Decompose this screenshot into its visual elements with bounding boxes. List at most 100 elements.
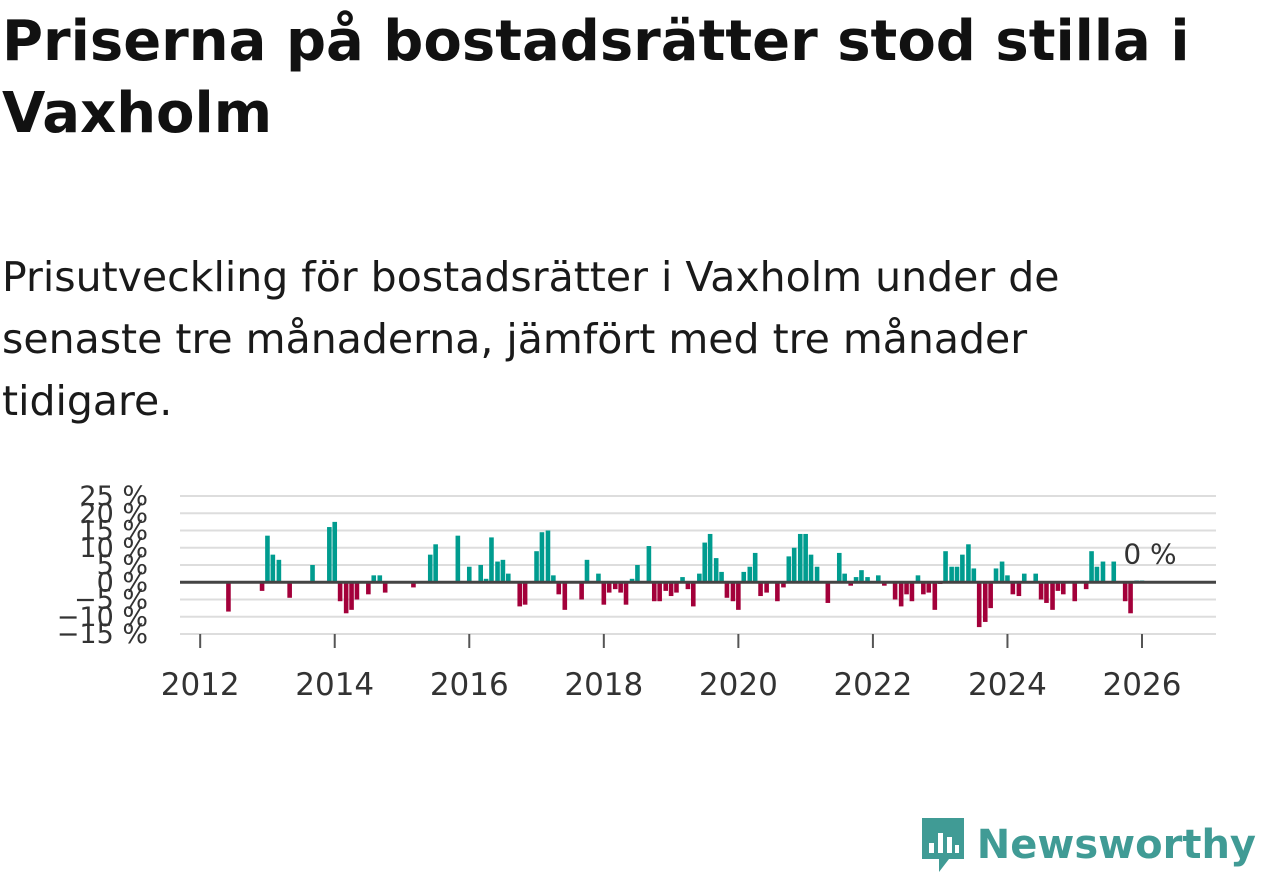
bar	[859, 570, 864, 583]
bar	[904, 582, 909, 595]
bar	[1038, 582, 1044, 600]
bar	[1033, 573, 1039, 583]
x-tick-label: 2022	[833, 667, 912, 703]
bar	[1083, 582, 1089, 590]
x-axis: 2012 2014 2016 2018 2020 2022 2024 2026	[161, 634, 1182, 703]
bar	[1005, 575, 1010, 583]
bar	[993, 568, 999, 583]
x-tick-label: 2016	[430, 667, 509, 703]
bar	[999, 561, 1005, 583]
bar	[786, 556, 792, 583]
y-tick-label: 20 %	[79, 498, 148, 529]
bar	[892, 582, 898, 600]
bar	[825, 582, 831, 603]
bar	[1044, 582, 1049, 603]
bar	[495, 561, 500, 583]
bar	[539, 532, 545, 583]
bar	[623, 582, 629, 605]
bar	[853, 577, 859, 583]
bar	[797, 533, 803, 583]
bar	[875, 575, 881, 583]
bar	[478, 565, 484, 583]
bar	[612, 582, 618, 590]
bar	[601, 582, 607, 605]
bar	[556, 582, 562, 595]
bar	[808, 554, 814, 583]
bar	[500, 559, 506, 583]
bar	[562, 582, 568, 610]
bar	[702, 542, 708, 583]
bar	[915, 575, 921, 583]
bar	[988, 582, 993, 609]
bar	[685, 582, 691, 590]
bar	[349, 582, 354, 610]
bar	[976, 582, 982, 628]
chart-title: Priserna på bostadsrätter stod stilla i …	[2, 9, 1190, 146]
bar	[579, 582, 584, 600]
bar	[343, 582, 349, 614]
bar	[836, 552, 842, 583]
bar	[310, 565, 315, 583]
bar	[747, 566, 753, 583]
bar	[517, 582, 523, 607]
bar	[259, 582, 265, 591]
bar	[371, 575, 377, 583]
bar	[226, 582, 231, 612]
bar	[332, 521, 338, 583]
bar	[882, 582, 887, 586]
bar	[697, 573, 702, 583]
bar	[1016, 582, 1022, 597]
bar	[522, 582, 528, 605]
bar	[366, 582, 371, 595]
bar	[865, 577, 870, 583]
x-tick-label: 2020	[699, 667, 778, 703]
bar	[724, 582, 730, 598]
bar	[382, 582, 388, 593]
bars	[226, 521, 1145, 628]
newsworthy-logo-icon	[921, 818, 964, 872]
bar	[1072, 582, 1078, 602]
y-tick-label: 0 %	[97, 567, 148, 598]
bar	[926, 582, 932, 593]
bar	[629, 578, 635, 583]
bar	[657, 582, 662, 602]
bar	[265, 535, 270, 583]
bar	[966, 544, 971, 583]
bar	[1111, 561, 1117, 583]
x-tick-label: 2026	[1103, 667, 1182, 703]
y-tick-label: −15 %	[57, 619, 148, 650]
newsworthy-logo-text: Newsworthy	[976, 822, 1256, 868]
bar	[758, 582, 763, 597]
bar	[534, 551, 539, 583]
bar	[713, 558, 719, 583]
bar	[1055, 582, 1061, 591]
y-tick-label: 25 %	[79, 481, 148, 512]
bar	[752, 552, 758, 583]
bar	[635, 565, 640, 583]
x-tick-label: 2018	[564, 667, 643, 703]
bar	[433, 544, 438, 583]
bar	[1094, 566, 1100, 583]
bar	[651, 582, 657, 602]
bar	[949, 566, 954, 583]
bar	[909, 582, 915, 602]
bar	[337, 582, 343, 602]
y-tick-label: −10 %	[57, 602, 148, 633]
x-tick-label: 2014	[295, 667, 374, 703]
bar	[971, 568, 977, 583]
x-tick-label: 2012	[161, 667, 240, 703]
bar	[736, 582, 741, 610]
bar	[427, 554, 433, 583]
bar-chart: −15 %−10 %−5 %0 %5 %10 %15 %20 %25 % 201…	[57, 481, 1216, 703]
bar	[270, 554, 276, 583]
bar	[707, 533, 713, 583]
bar	[411, 582, 416, 588]
newsworthy-logo: Newsworthy	[919, 813, 1256, 877]
bar	[932, 582, 938, 610]
bar	[842, 573, 847, 583]
bar	[680, 577, 685, 583]
bar	[668, 582, 674, 597]
bar	[483, 578, 489, 583]
bar	[803, 533, 808, 583]
y-tick-label: 10 %	[79, 533, 148, 564]
